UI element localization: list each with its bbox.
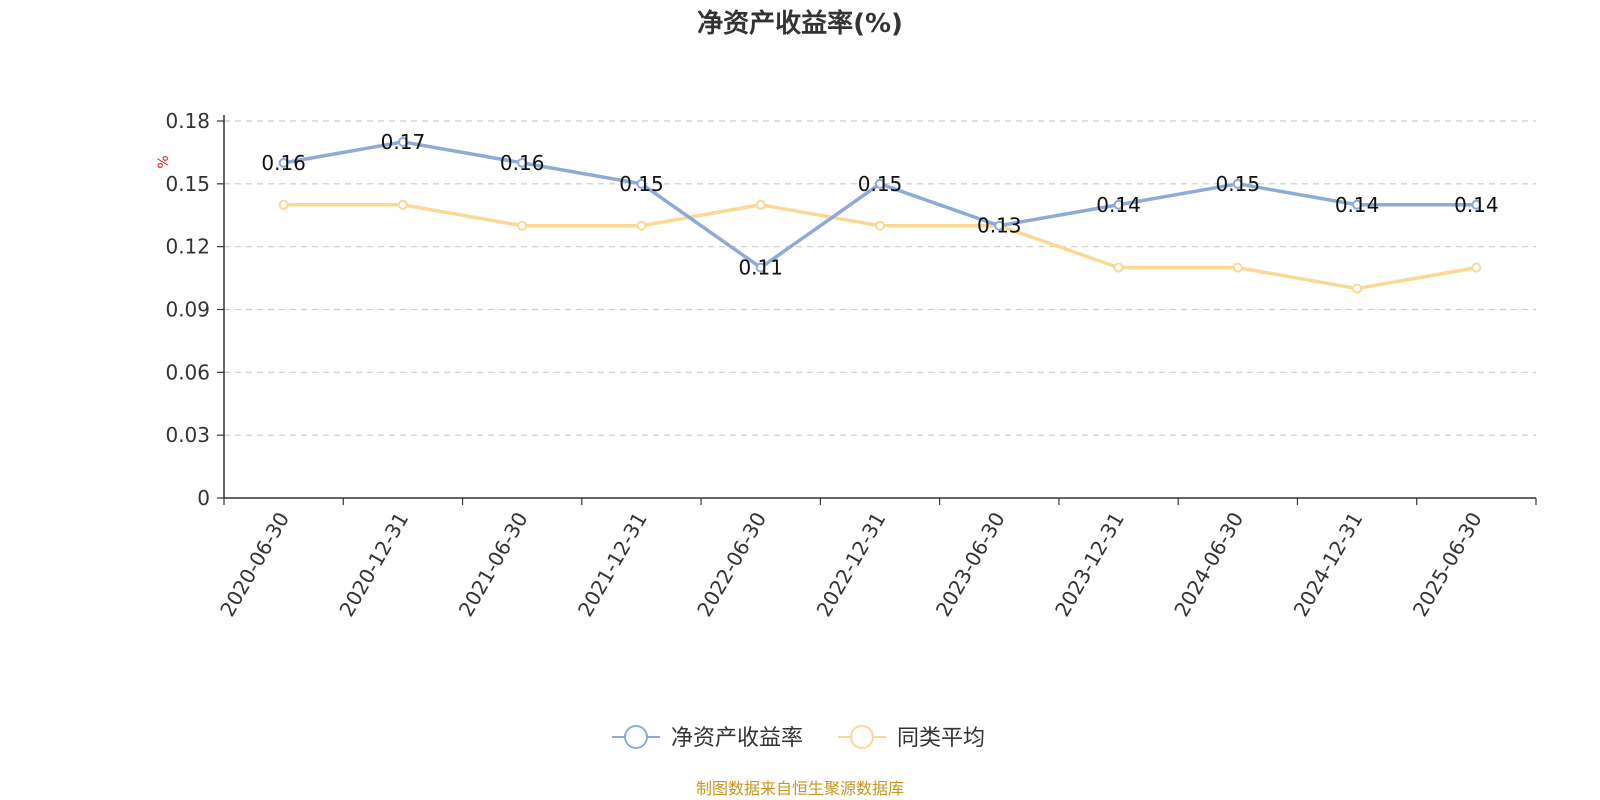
data-point	[1471, 199, 1482, 210]
y-tick-label: 0	[197, 486, 210, 510]
data-point	[1471, 262, 1482, 273]
data-point	[1113, 199, 1124, 210]
legend-label: 净资产收益率	[671, 726, 803, 751]
data-point	[636, 178, 647, 189]
data-point	[517, 220, 528, 231]
data-label: 0.15	[858, 172, 903, 196]
data-label: 0.11	[738, 256, 783, 280]
data-label: 0.16	[261, 151, 306, 175]
data-point	[1352, 199, 1363, 210]
data-point	[875, 220, 885, 231]
x-tick-label: 2022-06-30	[692, 508, 771, 621]
data-point	[755, 199, 766, 210]
data-label: 0.17	[381, 130, 426, 154]
source-note: 制图数据来自恒生聚源数据库	[696, 779, 904, 798]
x-tick-label: 2023-12-31	[1050, 508, 1129, 621]
x-tick-label: 2021-12-31	[573, 508, 652, 621]
series-line	[283, 140, 1477, 270]
x-tick-label: 2024-06-30	[1169, 508, 1248, 621]
data-point	[1232, 178, 1243, 189]
legend-marker-icon	[850, 725, 874, 749]
data-label: 0.15	[1216, 172, 1261, 196]
data-label: 0.13	[977, 214, 1022, 238]
x-tick-label: 2023-06-30	[931, 508, 1010, 621]
legend-marker-icon	[624, 725, 648, 749]
y-tick-label: 0.18	[165, 109, 210, 133]
y-axis-ticks: 0 0.03 0.06 0.09 0.12 0.15 0.18	[165, 109, 224, 510]
x-tick-label: 2021-06-30	[454, 508, 533, 621]
data-point	[994, 220, 1005, 231]
y-tick-label: 0.12	[165, 235, 210, 259]
y-axis-unit: %	[156, 155, 172, 168]
x-tick-label: 2024-12-31	[1289, 508, 1368, 621]
data-point	[278, 157, 289, 168]
legend[interactable]: 净资产收益率 同类平均	[612, 725, 985, 751]
data-point	[1352, 283, 1363, 294]
x-tick-label: 2020-06-30	[215, 508, 294, 621]
chart-title: 净资产收益率(%)	[697, 8, 903, 39]
x-tick-label: 2025-06-30	[1408, 508, 1487, 621]
series-layer	[278, 136, 1482, 294]
x-tick-label: 2022-12-31	[811, 508, 890, 621]
data-point	[875, 178, 885, 189]
y-tick-label: 0.03	[165, 423, 210, 447]
y-tick-label: 0.09	[165, 298, 210, 322]
y-tick-label: 0.06	[165, 360, 210, 384]
y-tick-label: 0.15	[165, 172, 210, 196]
data-point	[397, 199, 408, 210]
data-point	[1232, 262, 1243, 273]
legend-item[interactable]: 同类平均	[838, 725, 985, 751]
data-point	[1113, 262, 1124, 273]
data-label: 0.14	[1454, 193, 1499, 217]
data-label: 0.14	[1335, 193, 1380, 217]
data-point	[397, 136, 408, 147]
data-label: 0.15	[619, 172, 664, 196]
data-labels: 0.16 0.17 0.16 0.15 0.11 0.15 0.13 0.14 0.15 0.14…	[261, 130, 1498, 280]
data-point	[636, 220, 647, 231]
data-label: 0.16	[500, 151, 545, 175]
legend-label: 同类平均	[897, 726, 985, 751]
grid-lines	[224, 120, 1536, 436]
data-label: 0.14	[1096, 193, 1141, 217]
x-tick-label: 2020-12-31	[334, 508, 413, 621]
legend-item[interactable]: 净资产收益率	[612, 725, 803, 751]
series-line	[283, 203, 1477, 291]
data-point	[278, 199, 289, 210]
data-point	[517, 157, 528, 168]
data-point	[755, 262, 766, 273]
